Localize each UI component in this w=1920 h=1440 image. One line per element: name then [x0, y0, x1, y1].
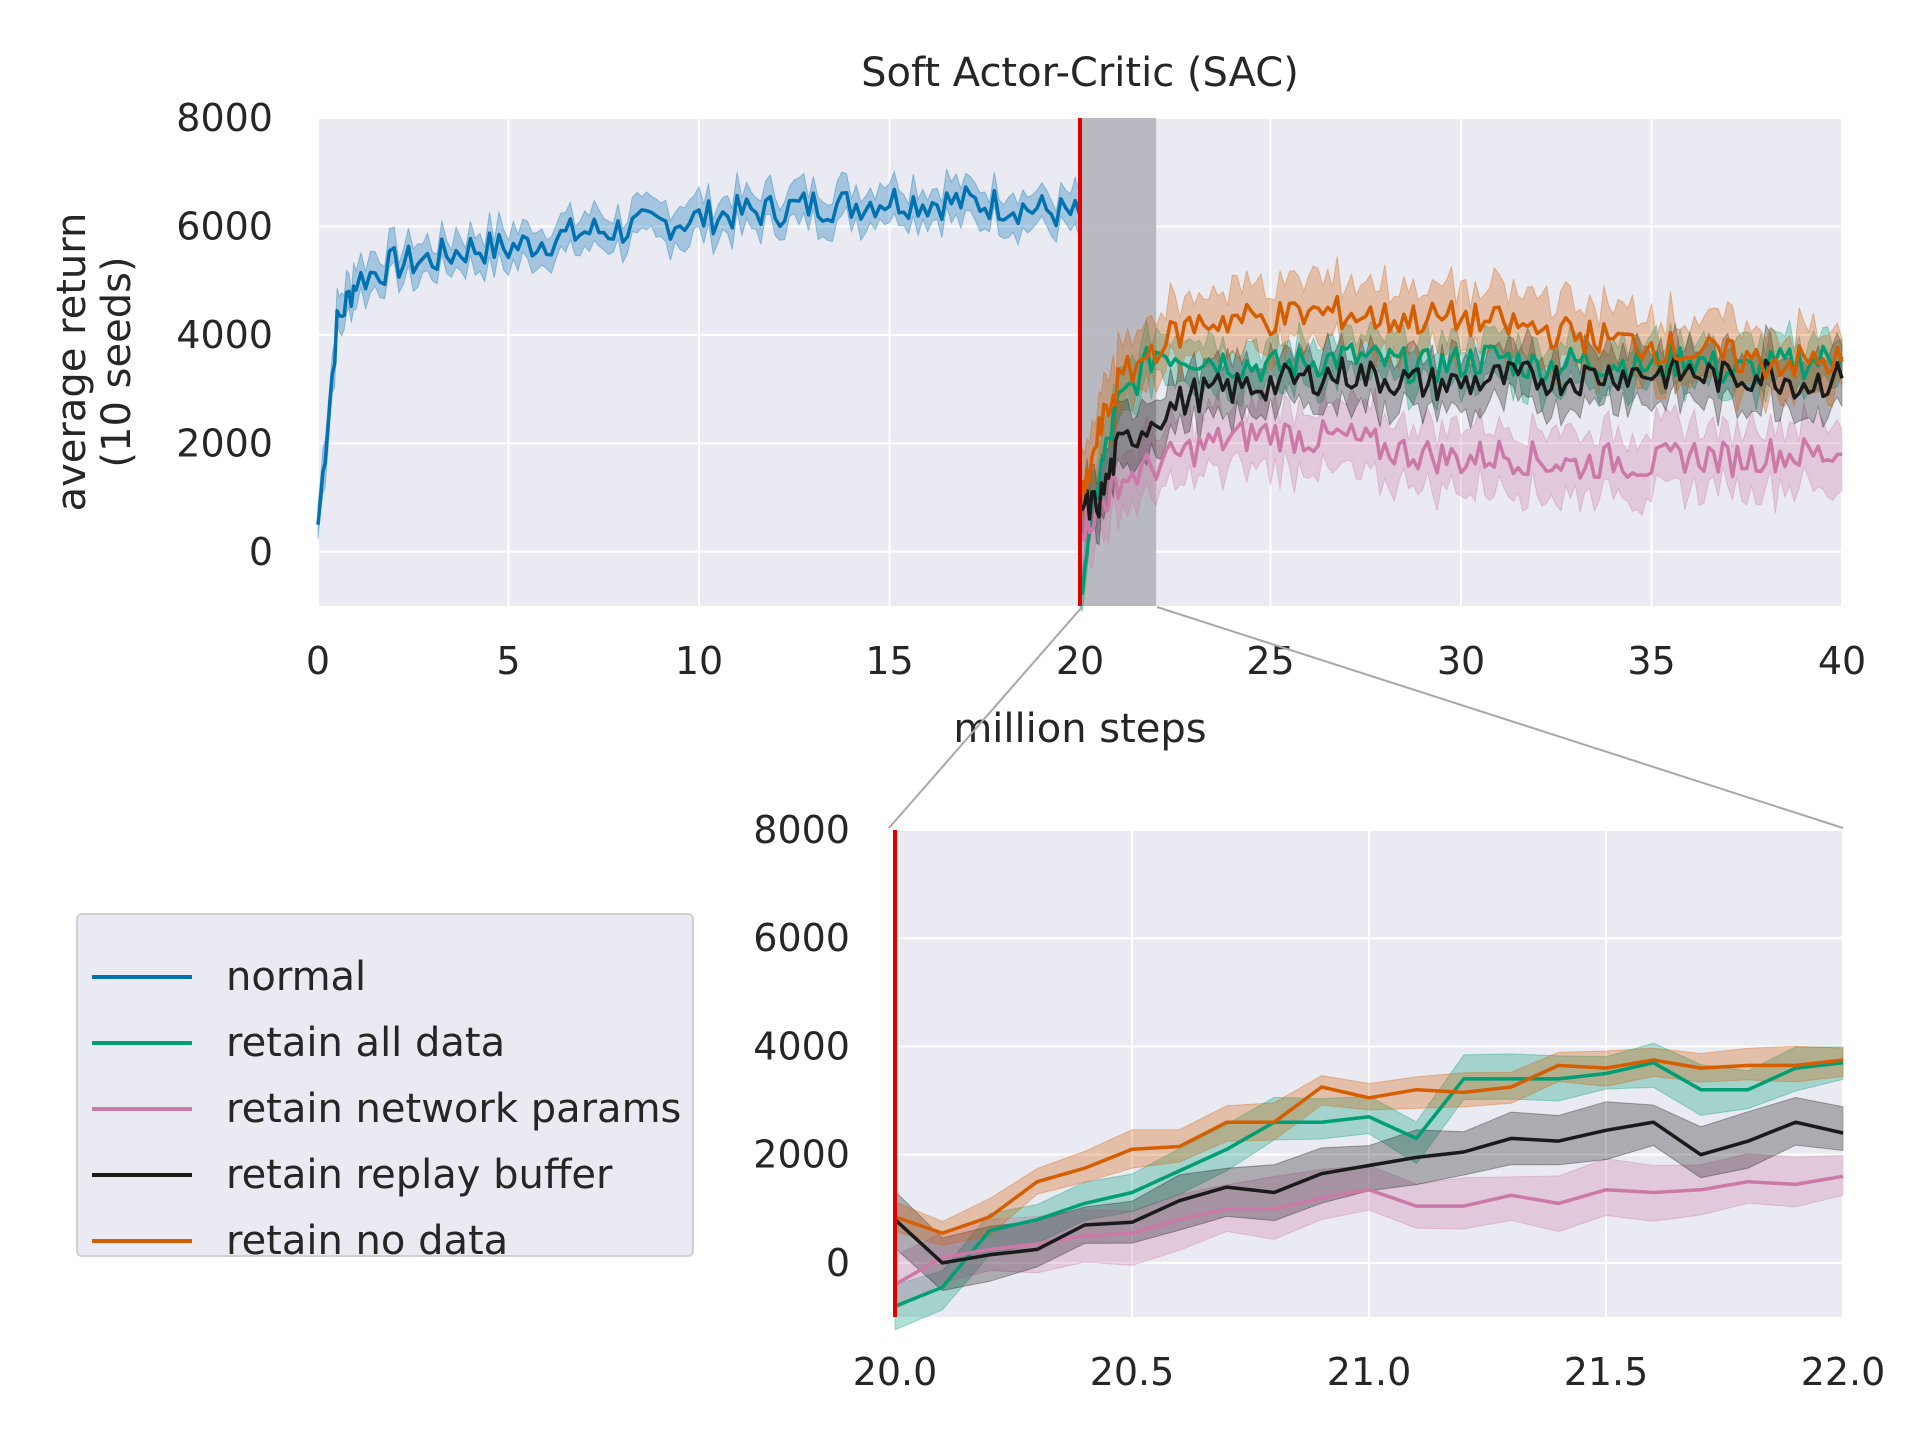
y-tick-label: 2000 — [753, 1133, 850, 1177]
zoom-plot: 20.0 20.5 21.0 21.5 22.0 0 2000 4000 6000 8000 — [753, 808, 1885, 1394]
series-line-retain-replay-buffer — [1079, 353, 1844, 521]
zoom-connector-left — [888, 606, 1083, 829]
band-retain-network-params — [1079, 382, 1843, 582]
x-tick-label: 22.0 — [1801, 1350, 1886, 1394]
legend-label: normal — [226, 954, 367, 1000]
legend-item-retain-network-params: retain network params — [92, 1086, 682, 1132]
y-tick-label: 0 — [826, 1241, 850, 1285]
legend-item-normal: normal — [92, 954, 367, 1000]
series-line-retain-all-data — [894, 1060, 1844, 1308]
legend-item-retain-no-data: retain no data — [92, 1218, 509, 1264]
y-tick-label: 8000 — [753, 808, 850, 852]
x-tick-label: 25 — [1246, 639, 1294, 683]
legend-label: retain no data — [226, 1218, 509, 1264]
x-tick-label: 30 — [1437, 639, 1485, 683]
band-retain-all-data — [894, 1042, 1844, 1331]
legend-swatch-retain-network-params — [92, 1107, 192, 1111]
y-tick-label: 0 — [249, 530, 273, 574]
legend-swatch-retain-no-data — [92, 1239, 192, 1243]
x-tick-label: 35 — [1627, 639, 1675, 683]
x-tick-label: 10 — [675, 639, 723, 683]
x-tick-label: 15 — [865, 639, 913, 683]
legend-item-retain-replay-buffer: retain replay buffer — [92, 1152, 613, 1198]
band-retain-network-params — [894, 1153, 1844, 1311]
band-retain-no-data — [1079, 256, 1843, 541]
y-tick-label: 6000 — [176, 204, 273, 248]
series-line-retain-no-data — [894, 1058, 1844, 1235]
x-tick-label: 20 — [1056, 639, 1104, 683]
legend-label: retain replay buffer — [226, 1152, 613, 1198]
zoom-plot-ticks: 20.0 20.5 21.0 21.5 22.0 0 2000 4000 6000 8000 — [753, 808, 1885, 1394]
x-tick-label: 5 — [496, 639, 520, 683]
x-tick-label: 20.0 — [853, 1350, 938, 1394]
band-retain-replay-buffer — [894, 1096, 1844, 1292]
legend-item-retain-all-data: retain all data — [92, 1020, 506, 1066]
x-tick-label: 40 — [1818, 639, 1866, 683]
y-axis-label-line-2: (10 seeds) — [94, 256, 140, 467]
series-line-retain-network-params — [1078, 419, 1843, 543]
x-tick-label: 21.5 — [1564, 1350, 1649, 1394]
series-line-normal — [316, 185, 1082, 525]
y-tick-label: 4000 — [753, 1024, 850, 1068]
x-tick-label: 20.5 — [1090, 1350, 1175, 1394]
y-axis-label: average return — [49, 213, 95, 512]
y-tick-label: 2000 — [176, 421, 273, 465]
legend-swatch-retain-all-data — [92, 1041, 192, 1045]
legend-swatch-retain-replay-buffer — [92, 1173, 192, 1177]
main-plot: 0 5 10 15 20 25 30 35 40 0 2000 4000 6000 8000 Soft A… — [49, 50, 1866, 752]
y-tick-label: 4000 — [176, 313, 273, 357]
legend-label: retain all data — [226, 1020, 506, 1066]
series-line-retain-no-data — [1078, 294, 1844, 509]
main-plot-ticks: 0 5 10 15 20 25 30 35 40 0 2000 4000 6000 8000 — [176, 96, 1866, 683]
x-tick-label: 21.0 — [1327, 1350, 1412, 1394]
legend-swatch-normal — [92, 975, 192, 979]
zoom-plot-lines — [893, 1058, 1844, 1308]
chart-title: Soft Actor-Critic (SAC) — [861, 50, 1299, 96]
x-axis-label: million steps — [953, 706, 1206, 752]
y-tick-label: 8000 — [176, 96, 273, 140]
zoom-connector-right — [1156, 606, 1844, 829]
legend-label: retain network params — [226, 1086, 682, 1132]
main-plot-lines — [316, 185, 1844, 595]
legend: normal retain all data retain network pa… — [76, 913, 694, 1264]
series-line-retain-replay-buffer — [893, 1120, 1844, 1265]
y-tick-label: 6000 — [753, 916, 850, 960]
x-tick-label: 0 — [306, 639, 330, 683]
